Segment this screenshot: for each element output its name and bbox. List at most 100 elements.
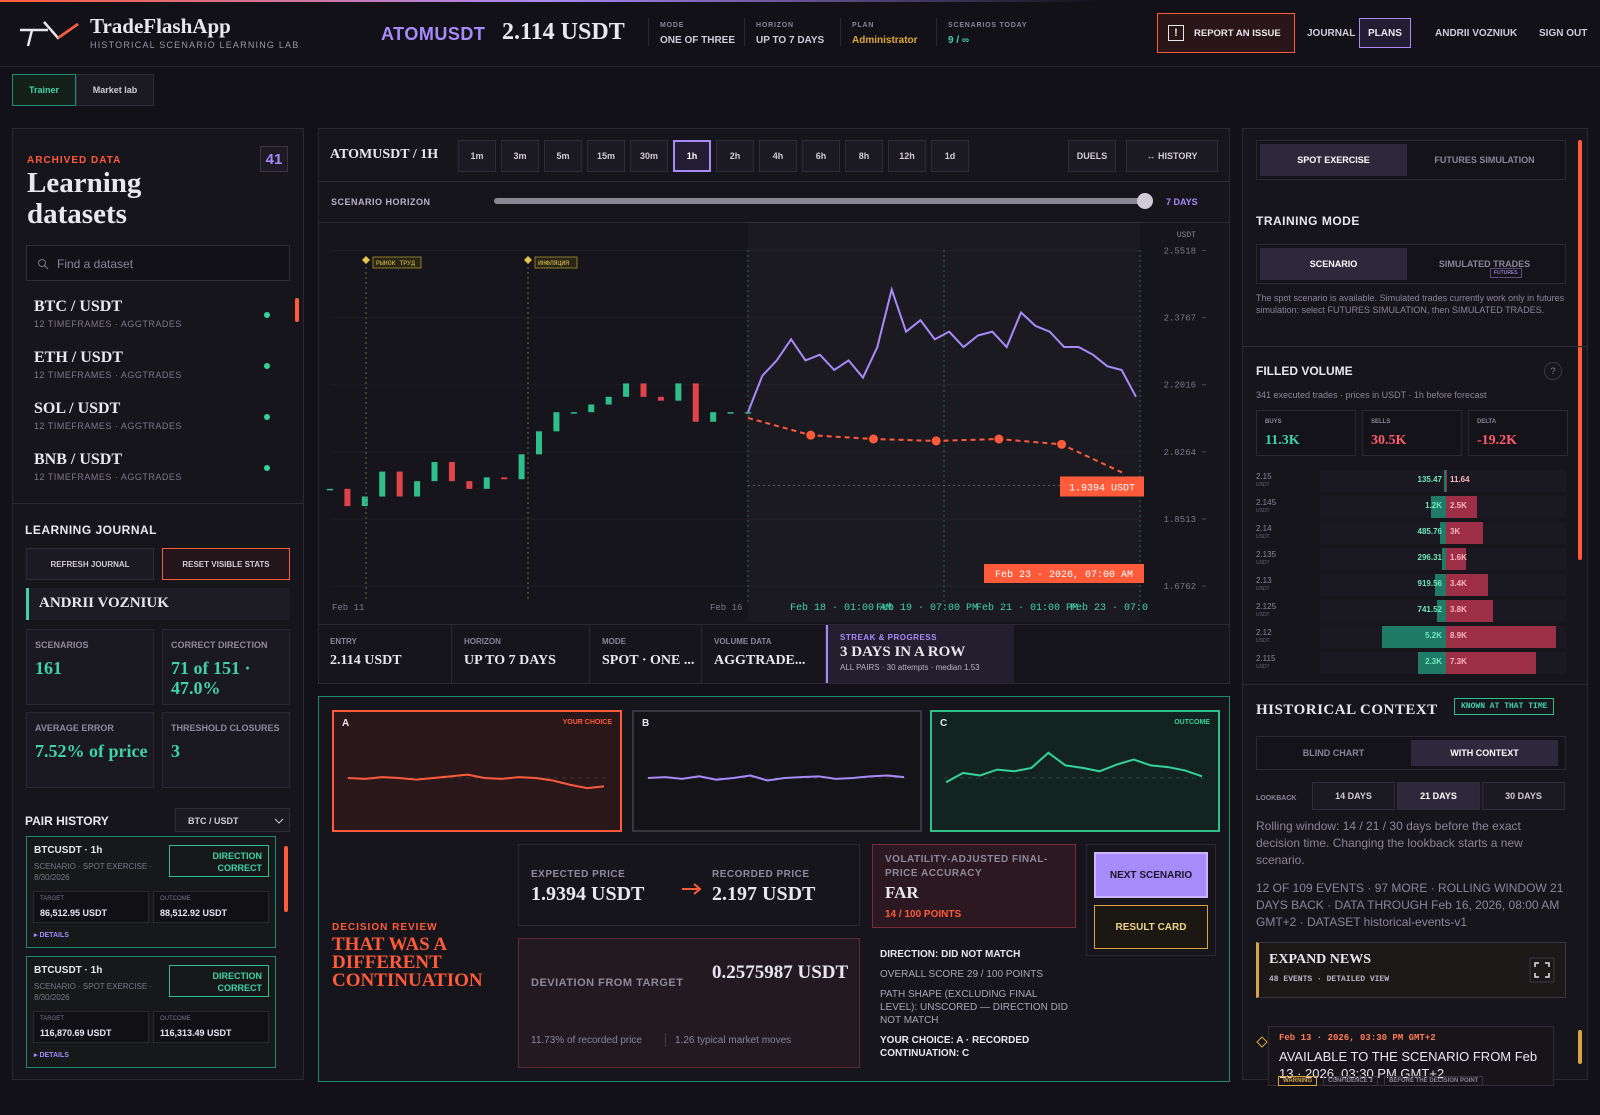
dataset-row[interactable]: BTC / USDT 12 TIMEFRAMES · AGGTRADES: [26, 294, 286, 340]
refresh-button[interactable]: REFRESH JOURNAL: [26, 548, 154, 580]
timeframe-button[interactable]: 30m: [630, 140, 668, 172]
info-value: SPOT · ONE ...: [602, 653, 695, 668]
reset-button[interactable]: RESET VISIBLE STATS: [162, 548, 290, 580]
choice-card[interactable]: B: [632, 710, 922, 832]
tab[interactable]: Market lab: [76, 74, 154, 106]
timeframe-button[interactable]: 1m: [458, 140, 496, 172]
slider-knob[interactable]: [1137, 193, 1153, 209]
nav-link[interactable]: PLANS: [1359, 18, 1411, 48]
tab[interactable]: Trainer: [12, 74, 76, 106]
deviation-value: 0.2575987 USDT: [712, 962, 849, 983]
dataset-row[interactable]: SOL / USDT 12 TIMEFRAMES · AGGTRADES: [26, 396, 286, 442]
timeframe-button[interactable]: 3m: [501, 140, 539, 172]
choice-tag: YOUR CHOICE: [562, 719, 612, 726]
details-link[interactable]: ▸ DETAILS: [34, 1052, 69, 1059]
pair-meta: SCENARIO · SPOT EXERCISE · 8/30/2026: [34, 862, 153, 882]
deviation-pct: 11.73% of recorded price: [531, 1035, 642, 1046]
review-note: DIRECTION: DID NOT MATCH: [880, 949, 1021, 960]
info-cell: ENTRY 2.114 USDT: [318, 625, 452, 683]
timeframe-button[interactable]: 1h: [673, 140, 711, 172]
sell-bar: [1446, 522, 1484, 544]
horizon-slider[interactable]: [494, 198, 1146, 204]
choice-card[interactable]: A YOUR CHOICE: [332, 710, 622, 832]
stat-label: AVERAGE ERROR: [35, 723, 114, 733]
review-headline: THAT WAS A DIFFERENT CONTINUATION: [332, 934, 483, 991]
lookback-button[interactable]: 14 DAYS: [1312, 782, 1395, 810]
report-button[interactable]: ! REPORT AN ISSUE: [1157, 13, 1295, 53]
next-button[interactable]: NEXT SCENARIO: [1094, 852, 1208, 898]
nav-link[interactable]: JOURNAL: [1307, 27, 1356, 39]
timeframe-button[interactable]: 6h: [802, 140, 840, 172]
nav-link[interactable]: ANDRII VOZNIUK: [1435, 27, 1518, 39]
book-price: 2.115: [1256, 654, 1276, 663]
timeframe-button[interactable]: 2h: [716, 140, 754, 172]
sell-label: 3.8K: [1450, 605, 1467, 614]
timeframe-button[interactable]: 5m: [544, 140, 582, 172]
time-label: Feb 23 · 2026, 07:00 AM: [995, 569, 1133, 581]
nav-link[interactable]: SIGN OUT: [1539, 27, 1588, 39]
deviation-label: DEVIATION FROM TARGET: [531, 977, 684, 989]
book-row: [1320, 470, 1566, 492]
sell-label: 1.6K: [1450, 553, 1467, 562]
info-value: AGGTRADE...: [714, 653, 806, 668]
scenario-line: [747, 285, 1137, 413]
pair-filter[interactable]: BTC / USDT: [175, 808, 290, 832]
mode-tab[interactable]: SPOT EXERCISE: [1260, 144, 1407, 176]
buy-bar: [1417, 652, 1446, 674]
stat-value: 7.52% of price: [35, 741, 148, 761]
candle: [536, 431, 542, 455]
stat-value: 3: [171, 741, 180, 761]
timeframe-button[interactable]: 1d: [931, 140, 969, 172]
header-price: 2.114 USDT: [502, 19, 625, 45]
report-label: REPORT AN ISSUE: [1194, 28, 1281, 39]
timeframe-button[interactable]: 15m: [587, 140, 625, 172]
x-tick-label: Feb 23 · 07:0: [1070, 602, 1148, 614]
training-tab[interactable]: SCENARIO: [1260, 248, 1407, 280]
volume-label: BUYS: [1265, 419, 1282, 425]
duels-button[interactable]: DUELS: [1068, 140, 1116, 172]
scrollbar: [284, 846, 288, 912]
lookback-button[interactable]: 30 DAYS: [1482, 782, 1565, 810]
stat-value: ONE OF THREE: [660, 35, 736, 46]
choice-chart: [944, 751, 1206, 784]
y-tick-label: 1.6762: [1164, 582, 1196, 592]
section-title: PAIR HISTORY: [25, 814, 109, 828]
timeframe-button[interactable]: 12h: [888, 140, 926, 172]
candle: [657, 396, 664, 401]
stat-card: CORRECT DIRECTION 71 of 151 · 47.0%: [162, 629, 290, 705]
lookback-button[interactable]: 21 DAYS: [1397, 782, 1480, 810]
mode-tab[interactable]: FUTURES SIMULATION: [1434, 155, 1535, 165]
timeframe-button[interactable]: 4h: [759, 140, 797, 172]
expand-news[interactable]: EXPAND NEWS 48 EVENTS · DETAILED VIEW: [1256, 942, 1566, 998]
history-button[interactable]: ↔ HISTORY: [1126, 140, 1218, 172]
result-button[interactable]: RESULT CARD: [1094, 905, 1208, 949]
stat-divider: [936, 18, 937, 46]
help-icon[interactable]: ?: [1544, 362, 1562, 380]
x-tick-label: Feb 21 · 01:00 PM: [976, 602, 1078, 614]
stat-value: 161: [35, 658, 62, 678]
buy-bar: [1381, 626, 1446, 648]
choice-card[interactable]: C OUTCOME: [930, 710, 1220, 832]
context-tab[interactable]: BLIND CHART: [1302, 748, 1365, 758]
price-value: 88,512.92 USDT: [160, 908, 228, 918]
candle: [518, 454, 525, 480]
dataset-row[interactable]: BNB / USDT 12 TIMEFRAMES · AGGTRADES: [26, 447, 286, 493]
divider: [318, 222, 1230, 223]
journal-user: ANDRII VOZNIUK: [26, 588, 290, 620]
price-chart: 2.5518 2.3767 2.2016 2.0264 1.8513 1.6762 USDT…: [327, 231, 1206, 614]
candle: [588, 404, 595, 413]
streak-label: STREAK & PROGRESS: [840, 633, 937, 642]
stat-value: 9 / ∞: [948, 35, 970, 46]
timeframe-button[interactable]: 8h: [845, 140, 883, 172]
symbol: ATOMUSDT: [381, 24, 486, 44]
search-box[interactable]: Find a dataset: [26, 245, 290, 281]
volume-card: DELTA -19.2K: [1468, 410, 1568, 456]
dataset-row[interactable]: ETH / USDT 12 TIMEFRAMES · AGGTRADES: [26, 345, 286, 391]
event-tag: WARNING: [1278, 1076, 1317, 1086]
training-tab[interactable]: SIMULATED TRADES: [1438, 259, 1531, 269]
divider: [1242, 684, 1588, 685]
context-tab[interactable]: WITH CONTEXT: [1411, 740, 1558, 766]
eyebrow: ARCHIVED DATA: [27, 155, 122, 166]
top-accent: [0, 0, 1100, 2]
details-link[interactable]: ▸ DETAILS: [34, 932, 69, 939]
